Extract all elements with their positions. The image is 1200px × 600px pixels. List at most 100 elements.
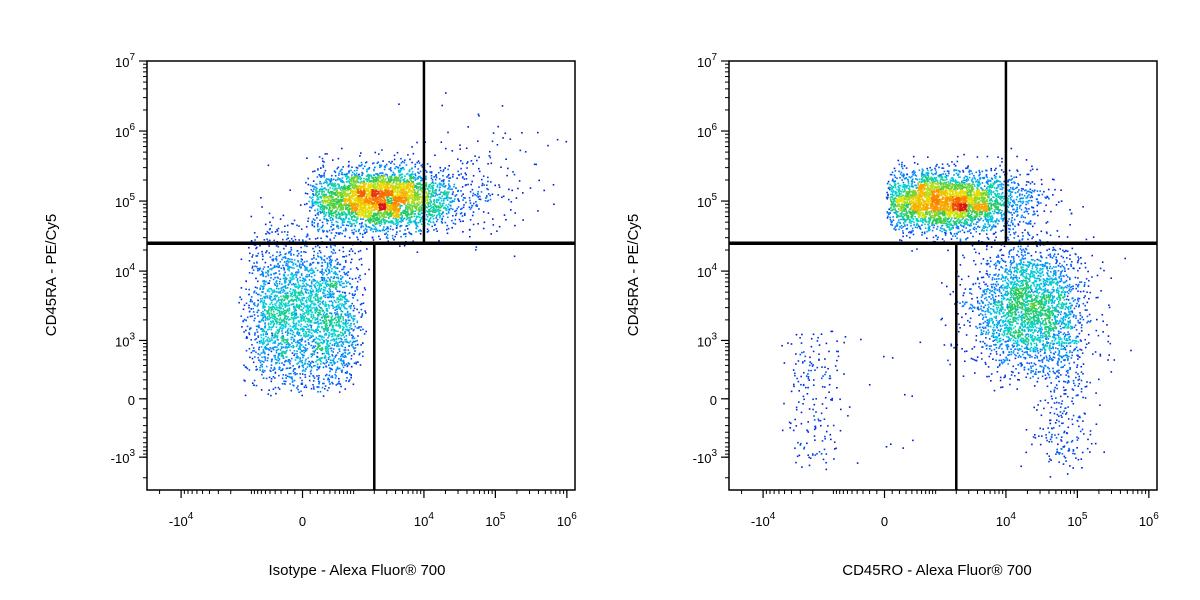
event-dot <box>471 204 474 207</box>
event-dot <box>343 185 345 188</box>
event-dot <box>404 235 407 238</box>
event-dot <box>302 349 305 352</box>
event-dot <box>333 212 335 214</box>
event-dot <box>469 208 472 211</box>
event-dot <box>333 360 335 363</box>
event-dot <box>252 307 254 310</box>
event-dot <box>553 203 555 206</box>
event-dot <box>413 191 415 194</box>
event-dot <box>400 235 402 238</box>
event-dot <box>304 203 306 206</box>
event-dot <box>262 303 265 305</box>
event-dot <box>338 307 340 310</box>
event-dot <box>330 179 332 182</box>
event-dot <box>355 344 357 346</box>
event-dot <box>290 293 293 296</box>
event-dot <box>302 346 305 348</box>
event-dot <box>343 362 345 365</box>
event-dot <box>320 206 322 208</box>
event-dot <box>385 220 388 223</box>
event-dot <box>321 338 324 341</box>
event-dot <box>315 292 317 295</box>
event-dot <box>433 199 435 201</box>
event-dot <box>341 207 343 209</box>
event-dot <box>321 308 323 310</box>
event-dot <box>317 256 320 258</box>
event-dot <box>357 250 360 253</box>
event-dot <box>350 184 353 186</box>
event-dot <box>280 312 283 314</box>
event-dot <box>278 282 281 285</box>
event-dot <box>282 340 285 343</box>
event-dot <box>383 216 385 218</box>
event-dot <box>513 255 516 258</box>
event-dot <box>296 250 299 252</box>
event-dot <box>274 340 276 343</box>
event-dot <box>345 181 348 183</box>
event-dot <box>458 174 460 176</box>
event-dot <box>307 342 310 344</box>
event-dot <box>352 178 355 180</box>
event-dot <box>275 331 277 333</box>
event-dot <box>270 312 273 315</box>
event-dot <box>387 240 389 243</box>
event-dot <box>452 222 455 225</box>
event-dot <box>287 258 289 260</box>
event-dot <box>277 331 280 333</box>
event-dot <box>322 395 325 397</box>
event-dot <box>332 272 335 274</box>
event-dot <box>319 319 321 321</box>
event-dot <box>296 333 299 335</box>
event-dot <box>267 232 270 234</box>
event-dot <box>353 177 356 180</box>
event-dot <box>351 185 354 187</box>
event-dot <box>419 230 421 232</box>
event-dot <box>272 342 274 344</box>
event-dot <box>319 309 321 312</box>
event-dot <box>419 170 422 173</box>
event-dot <box>340 278 342 281</box>
event-dot <box>386 219 388 222</box>
event-dot <box>276 359 278 361</box>
event-dot <box>389 202 391 204</box>
event-dot <box>256 368 258 371</box>
event-dot <box>434 223 436 226</box>
event-dot <box>415 227 417 229</box>
event-dot <box>359 329 362 331</box>
event-dot <box>313 330 315 332</box>
event-dot <box>290 338 293 341</box>
event-dot <box>297 339 299 342</box>
event-dot <box>326 342 328 345</box>
event-dot <box>411 212 414 215</box>
event-dot <box>409 175 411 178</box>
event-dot <box>316 176 319 178</box>
event-dot <box>322 288 325 291</box>
event-dot <box>243 318 246 321</box>
event-dot <box>255 265 258 268</box>
event-dot <box>298 305 300 307</box>
event-dot <box>341 345 344 348</box>
event-dot <box>472 175 475 177</box>
event-dot <box>329 180 332 183</box>
event-dot <box>352 186 355 189</box>
event-dot <box>265 365 268 368</box>
event-dot <box>333 332 335 334</box>
event-dot <box>296 344 299 346</box>
event-dot <box>306 328 309 330</box>
event-dot <box>333 357 335 360</box>
event-dot <box>321 349 323 352</box>
event-dot <box>291 311 293 314</box>
event-dot <box>279 321 281 324</box>
event-dot <box>282 324 285 326</box>
event-dot <box>327 319 330 321</box>
event-dot <box>326 262 329 264</box>
event-dot <box>332 182 334 185</box>
event-dot <box>274 284 276 287</box>
event-dot <box>319 271 322 273</box>
event-dot <box>311 366 313 369</box>
event-dot <box>267 357 269 359</box>
event-dot <box>347 313 350 316</box>
event-dot <box>285 276 287 279</box>
event-dot <box>260 340 262 342</box>
event-dot <box>387 196 390 198</box>
